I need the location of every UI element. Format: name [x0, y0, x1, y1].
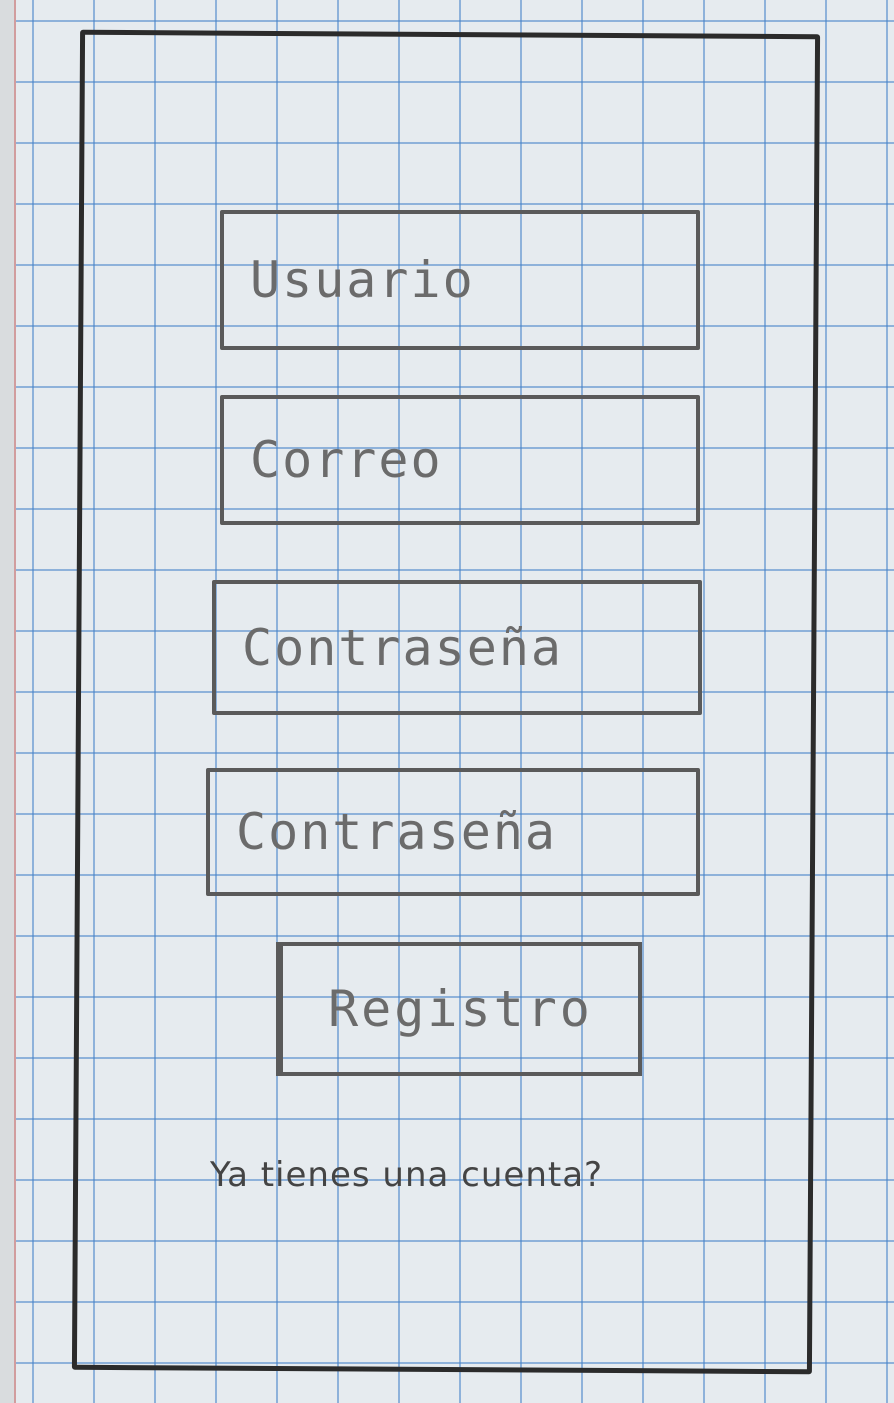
register-button[interactable]: Registro	[276, 942, 642, 1076]
username-input[interactable]	[220, 210, 700, 350]
password-input[interactable]	[212, 580, 702, 715]
confirm-password-input[interactable]	[206, 768, 700, 896]
paper-margin	[0, 0, 16, 1403]
login-link[interactable]: Ya tienes una cuenta?	[210, 1155, 604, 1195]
email-input[interactable]	[220, 395, 700, 525]
